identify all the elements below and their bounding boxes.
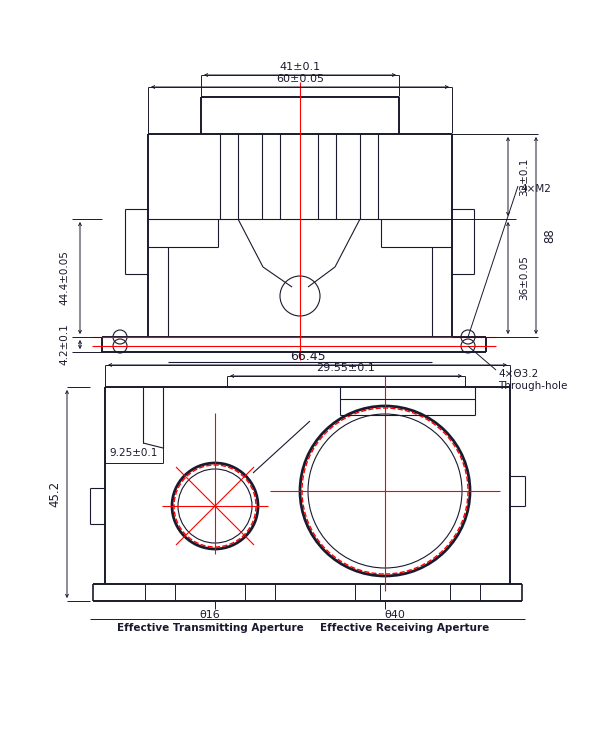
Text: 9.25±0.1: 9.25±0.1: [110, 447, 158, 458]
Text: 4×Θ3.2: 4×Θ3.2: [498, 369, 538, 379]
Text: θ16: θ16: [200, 610, 220, 620]
Text: 32±0.1: 32±0.1: [519, 157, 529, 195]
Text: 60±0.05: 60±0.05: [276, 74, 324, 84]
Text: Effective Receiving Aperture: Effective Receiving Aperture: [320, 623, 490, 633]
Text: 4.2±0.1: 4.2±0.1: [59, 324, 69, 366]
Text: Through-hole: Through-hole: [498, 381, 568, 391]
Text: 29.55±0.1: 29.55±0.1: [317, 363, 376, 373]
Text: 88: 88: [544, 228, 557, 243]
Text: 66.45: 66.45: [290, 350, 325, 363]
Text: 44.4±0.05: 44.4±0.05: [59, 251, 69, 306]
Text: 36±0.05: 36±0.05: [519, 255, 529, 300]
Text: θ40: θ40: [385, 610, 406, 620]
Text: 41±0.1: 41±0.1: [280, 62, 320, 72]
Text: Effective Transmitting Aperture: Effective Transmitting Aperture: [116, 623, 304, 633]
Text: 4×M2: 4×M2: [520, 184, 551, 194]
Text: 45.2: 45.2: [49, 481, 62, 507]
